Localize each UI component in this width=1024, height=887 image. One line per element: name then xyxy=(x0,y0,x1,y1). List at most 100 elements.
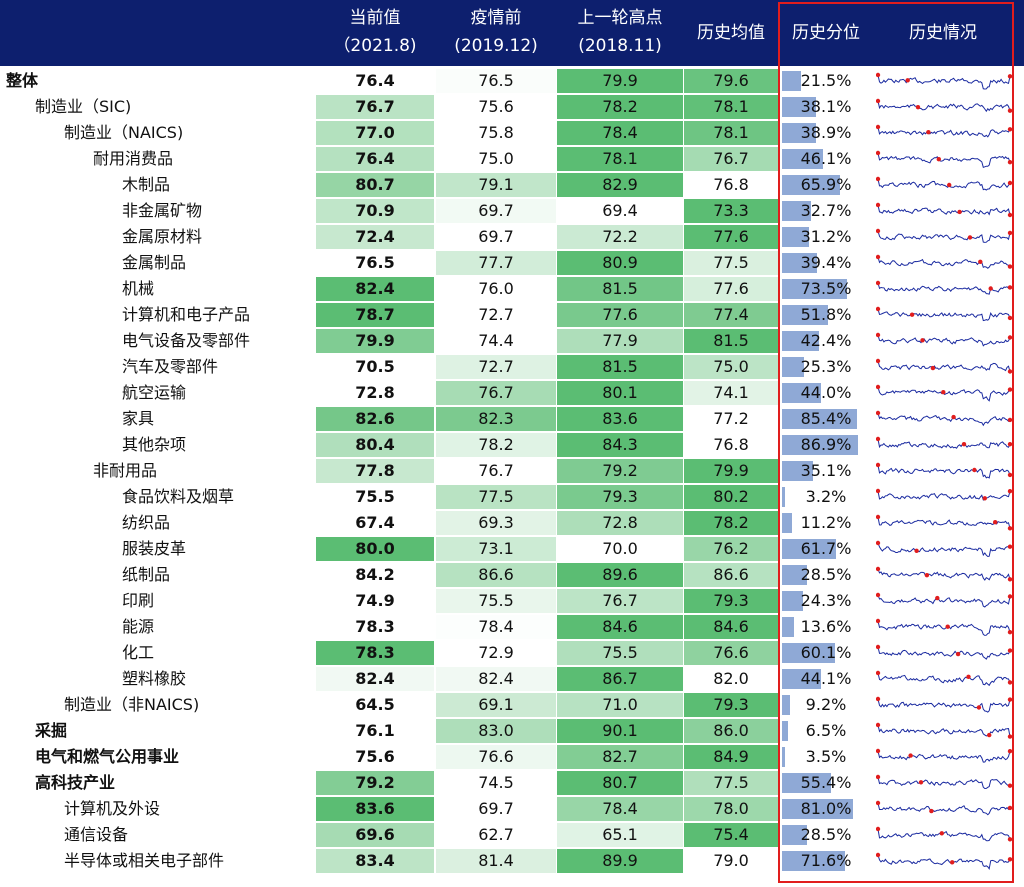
current-value: 83.4 xyxy=(316,849,434,873)
hist-mean-value: 84.6 xyxy=(684,615,778,639)
sparkline-path xyxy=(877,74,1011,90)
current-value: 79.2 xyxy=(316,771,434,795)
table-row: 通信设备 69.6 62.7 65.1 75.4 28.5% xyxy=(0,822,1024,848)
sparkline-marker xyxy=(876,254,881,260)
sparkline-marker xyxy=(972,467,977,473)
hist-pct-value: 28.5% xyxy=(800,825,852,844)
row-label: 采掘 xyxy=(35,721,68,740)
row-label: 纺织品 xyxy=(122,513,171,532)
hist-mean-value: 78.0 xyxy=(684,797,778,821)
row-label: 家具 xyxy=(122,409,155,428)
last-peak-value: 81.5 xyxy=(557,355,683,379)
pre-covid-value: 75.0 xyxy=(436,147,556,171)
sparkline-marker xyxy=(1007,544,1012,549)
pre-covid-value: 62.7 xyxy=(436,823,556,847)
sparkline-marker xyxy=(982,496,987,501)
current-value: 78.7 xyxy=(316,303,434,327)
pre-covid-value: 72.7 xyxy=(436,355,556,379)
row-label: 印刷 xyxy=(122,591,155,610)
pre-covid-value: 75.5 xyxy=(436,589,556,613)
header-last-peak-line2: (2018.11) xyxy=(578,36,662,56)
sparkline-marker xyxy=(1007,837,1012,842)
last-peak-value: 79.3 xyxy=(557,485,683,509)
last-peak-value: 76.7 xyxy=(557,589,683,613)
row-label: 食品饮料及烟草 xyxy=(122,487,235,506)
current-value: 82.4 xyxy=(316,667,434,691)
last-peak-value: 82.7 xyxy=(557,745,683,769)
percentile-bar xyxy=(782,175,840,195)
table-row: 机械 82.4 76.0 81.5 77.6 73.5% xyxy=(0,276,1024,302)
sparkline-marker xyxy=(876,124,881,130)
table-row: 木制品 80.7 79.1 82.9 76.8 65.9% xyxy=(0,172,1024,198)
hist-pct-value: 25.3% xyxy=(800,357,852,376)
sparkline-path xyxy=(877,646,1011,660)
percentile-bar xyxy=(782,331,819,351)
sparkline-marker xyxy=(978,259,983,264)
sparkline-marker xyxy=(876,150,881,156)
current-value: 77.8 xyxy=(316,459,434,483)
hist-pct-value: 13.6% xyxy=(800,617,852,636)
current-value: 83.6 xyxy=(316,797,434,821)
sparkline-marker xyxy=(909,312,915,317)
current-value: 80.7 xyxy=(316,173,434,197)
hist-mean-value: 77.6 xyxy=(684,277,778,301)
pre-covid-value: 72.9 xyxy=(436,641,556,665)
sparkline-marker xyxy=(876,592,881,598)
last-peak-value: 83.6 xyxy=(557,407,683,431)
sparkline xyxy=(876,124,1012,138)
sparkline-marker xyxy=(1007,315,1012,321)
table-row: 印刷 74.9 75.5 76.7 79.3 24.3% xyxy=(0,588,1024,614)
sparkline-marker xyxy=(1007,749,1012,754)
sparkline-path xyxy=(877,282,1011,295)
percentile-bar xyxy=(782,799,853,819)
sparkline xyxy=(876,826,1012,842)
sparkline-marker xyxy=(876,436,881,442)
table-row: 采掘 76.1 83.0 90.1 86.0 6.5% xyxy=(0,718,1024,744)
sparkline xyxy=(876,72,1012,90)
sparkline-marker xyxy=(915,105,921,110)
last-peak-value: 80.9 xyxy=(557,251,683,275)
sparkline-marker xyxy=(876,540,881,546)
sparkline-marker xyxy=(876,514,881,520)
row-label: 汽车及零部件 xyxy=(122,357,219,376)
sparkline-marker xyxy=(876,618,881,624)
hist-mean-value: 77.5 xyxy=(684,251,778,275)
table-row: 服装皮革 80.0 73.1 70.0 76.2 61.7% xyxy=(0,536,1024,562)
last-peak-value: 80.1 xyxy=(557,381,683,405)
sparkline-path xyxy=(877,100,1011,113)
pre-covid-value: 81.4 xyxy=(436,849,556,873)
sparkline xyxy=(876,384,1012,402)
last-peak-value: 84.3 xyxy=(557,433,683,457)
sparkline-path xyxy=(877,568,1011,581)
percentile-bar xyxy=(782,305,828,325)
sparkline-marker xyxy=(918,780,924,785)
percentile-bar xyxy=(782,669,821,689)
percentile-bar xyxy=(782,123,816,143)
sparkline-path xyxy=(877,230,1011,243)
sparkline-path xyxy=(877,620,1011,636)
row-label: 纸制品 xyxy=(122,565,171,584)
percentile-bar xyxy=(782,357,804,377)
last-peak-value: 70.0 xyxy=(557,537,683,561)
sparkline xyxy=(876,358,1012,374)
sparkline-marker xyxy=(1007,127,1012,132)
hist-mean-value: 76.8 xyxy=(684,433,778,457)
sparkline xyxy=(876,618,1012,636)
percentile-bar xyxy=(782,487,785,507)
pre-covid-value: 69.7 xyxy=(436,225,556,249)
hist-mean-value: 78.1 xyxy=(684,95,778,119)
sparkline-marker xyxy=(1007,335,1012,340)
table-row: 制造业（NAICS) 77.0 75.8 78.4 78.1 38.9% xyxy=(0,120,1024,146)
table-row: 食品饮料及烟草 75.5 77.5 79.3 80.2 3.2% xyxy=(0,484,1024,510)
sparkline-marker xyxy=(1007,783,1012,788)
sparkline-marker xyxy=(961,442,967,447)
row-label: 机械 xyxy=(122,279,155,298)
sparkline-marker xyxy=(876,358,881,364)
header-pre-covid: 疫情前 (2019.12) xyxy=(436,4,556,60)
hist-pct-value: 81.0% xyxy=(800,799,852,818)
table-row: 计算机和电子产品 78.7 72.7 77.6 77.4 51.8% xyxy=(0,302,1024,328)
sparkline-path xyxy=(877,750,1011,763)
sparkline xyxy=(876,722,1012,739)
hist-mean-value: 76.2 xyxy=(684,537,778,561)
current-value: 72.4 xyxy=(316,225,434,249)
